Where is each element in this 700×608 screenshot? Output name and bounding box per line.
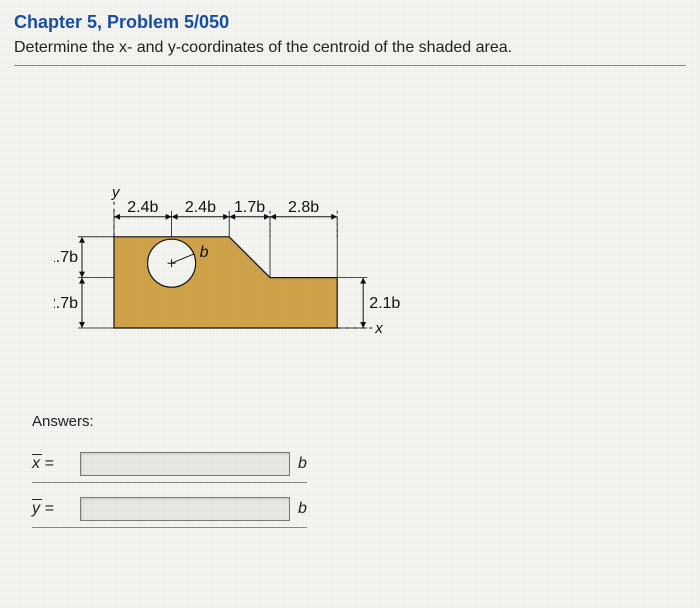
dim-right: 2.1b	[369, 295, 400, 312]
divider	[14, 65, 686, 66]
answer-row-y: y = b	[32, 497, 686, 528]
ybar-input[interactable]	[80, 497, 290, 521]
xbar-symbol: x =	[32, 455, 72, 473]
dim-top-1: 2.4b	[185, 199, 216, 216]
dim-top-2: 1.7b	[234, 199, 265, 216]
answer-row-x: x = b	[32, 452, 686, 483]
y-axis-label: y	[111, 184, 121, 201]
ybar-symbol: y =	[32, 500, 72, 518]
answers-label: Answers:	[32, 413, 686, 430]
x-axis-label: x	[374, 320, 383, 337]
dim-left-1: 2.7b	[54, 295, 78, 312]
ybar-unit: b	[298, 500, 307, 518]
figure-container: b y x 2.4b 2.4b 1.7b 2.8b 1.7b 2.7b 2.1b	[54, 78, 594, 383]
radius-label: b	[200, 244, 209, 261]
xbar-unit: b	[298, 455, 307, 473]
dim-top-3: 2.8b	[288, 199, 319, 216]
dim-top-0: 2.4b	[127, 199, 158, 216]
xbar-input[interactable]	[80, 452, 290, 476]
centroid-figure: b y x 2.4b 2.4b 1.7b 2.8b 1.7b 2.7b 2.1b	[54, 78, 594, 378]
shaded-region	[114, 237, 337, 328]
chapter-title: Chapter 5, Problem 5/050	[14, 12, 686, 33]
problem-prompt: Determine the x- and y-coordinates of th…	[14, 39, 686, 57]
dim-left-0: 1.7b	[54, 249, 78, 266]
